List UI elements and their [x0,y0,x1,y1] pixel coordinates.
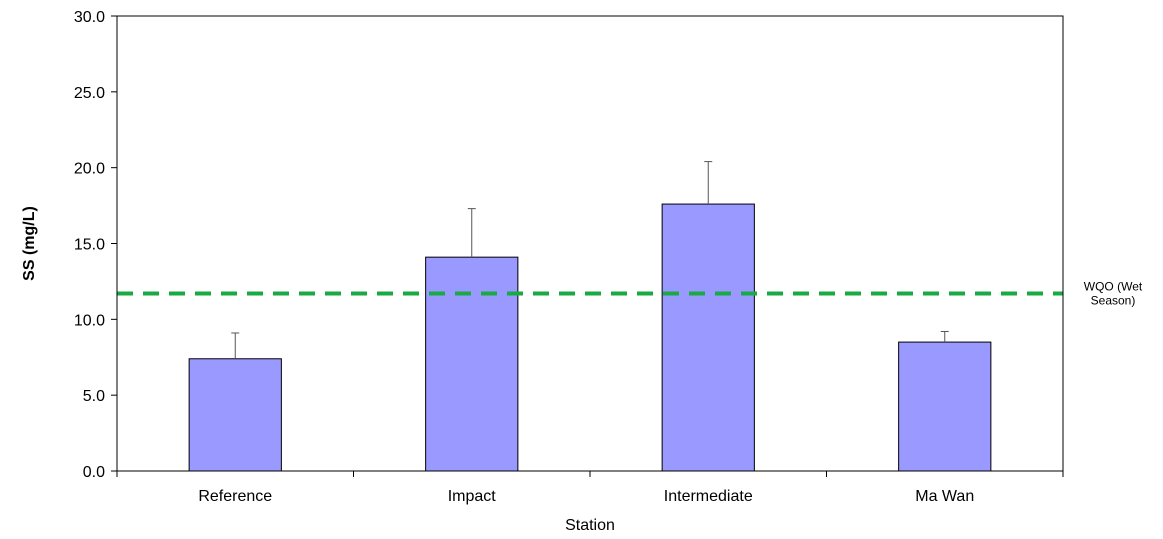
bars-group [188,203,992,472]
bar-reference [188,358,282,472]
wqo-label-line: Season) [1091,294,1136,308]
y-axis-title: SS (mg/L) [21,206,38,281]
y-axis-ticks: 0.0 5.0 10.0 15.0 20.0 25.0 30.0 [74,9,117,481]
x-tick-label: Ma Wan [915,488,974,505]
x-axis-title: Station [565,517,615,534]
x-tick-label: Impact [448,488,497,505]
y-tick-label: 10.0 [74,312,105,329]
bar-ma-wan [898,341,992,472]
error-bars-group [231,161,949,359]
y-tick-label: 5.0 [83,388,105,405]
x-tick-label: Reference [198,488,272,505]
wqo-label-line: WQO (Wet [1084,280,1143,294]
bar-impact [425,256,519,472]
y-tick-label: 30.0 [74,9,105,26]
plot-area-frame [116,15,1064,472]
x-axis-ticks: Reference Impact Intermediate Ma Wan [116,471,1064,505]
y-tick-label: 25.0 [74,85,105,102]
wqo-reference-label: WQO (Wet Season) [1084,280,1143,308]
y-tick-label: 0.0 [83,464,105,481]
y-tick-label: 15.0 [74,237,105,254]
y-tick-label: 20.0 [74,161,105,178]
bar-intermediate [661,203,755,472]
x-tick-label: Intermediate [664,488,753,505]
